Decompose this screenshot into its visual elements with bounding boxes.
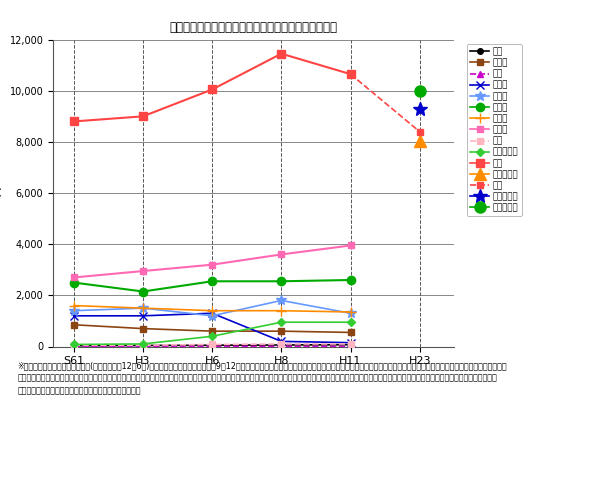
Title: ニセコ町の二酸化炭素排出量の予測推移と削減目標値: ニセコ町の二酸化炭素排出量の予測推移と削減目標値 — [170, 21, 337, 34]
Y-axis label: tC: tC — [0, 187, 2, 199]
Text: ※『北海道地球温暖化防止計画』(北海道／平成12年6月)のもととなる調査報告書（平成9年12月）所収のデータをもとに独自に算出したものですが、データの精査による: ※『北海道地球温暖化防止計画』(北海道／平成12年6月)のもととなる調査報告書（… — [18, 361, 507, 396]
Legend: ガス, 農村業, 鉱業, 建設業, 製造業, 家庭系, 業務系, 自動車, 鉄道, 一般廃棄物, 小計, 参考目標１, 目標, 参考目標２, 参考目標３: ガス, 農村業, 鉱業, 建設業, 製造業, 家庭系, 業務系, 自動車, 鉄道… — [467, 44, 522, 216]
